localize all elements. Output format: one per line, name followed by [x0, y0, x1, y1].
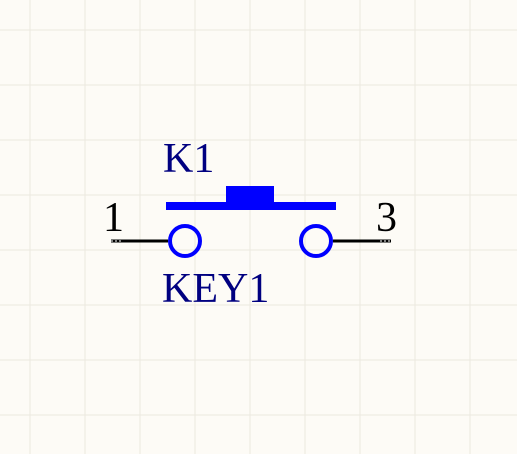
designator-label[interactable]: K1 — [163, 136, 214, 182]
comment-label[interactable]: KEY1 — [162, 266, 269, 312]
actuator-button — [226, 186, 274, 204]
actuator-bar — [166, 202, 336, 210]
right-contact-circle — [299, 224, 333, 258]
push-button-symbol[interactable]: K1 KEY1 1 3 — [103, 136, 397, 312]
pin-3-number: 3 — [376, 195, 397, 241]
left-contact-circle — [168, 224, 202, 258]
pin-1-number: 1 — [103, 195, 124, 241]
